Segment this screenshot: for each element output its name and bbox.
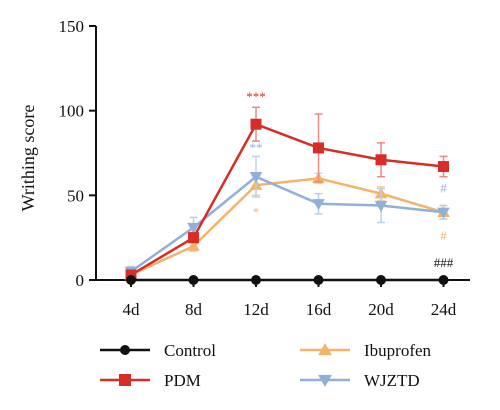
x-tick-label: 4d (123, 300, 141, 319)
data-point (312, 199, 325, 211)
series-wjztd (124, 155, 450, 278)
data-point (250, 118, 262, 130)
data-point (438, 275, 449, 285)
x-tick-label: 12d (243, 300, 269, 319)
y-tick-label: 100 (59, 102, 85, 121)
data-point (187, 222, 200, 234)
legend-marker (318, 343, 332, 356)
x-tick-label: 20d (368, 300, 394, 319)
legend: Control PDM Ibuprofen WJZTD (100, 341, 432, 390)
y-tick-label: 50 (67, 186, 84, 205)
legend-label: Ibuprofen (364, 341, 432, 360)
annotations: ******##### (246, 89, 454, 270)
data-point (187, 239, 200, 251)
significance-label: * (253, 204, 260, 219)
axes: 0 50 100 150 4d 8d 12d 16d 20d 24d (59, 17, 470, 319)
series-layer (124, 106, 450, 285)
series-line (130, 177, 444, 277)
legend-item-pdm: PDM (100, 371, 201, 390)
legend-label: WJZTD (364, 371, 420, 390)
data-point (188, 275, 199, 285)
data-point (437, 207, 450, 219)
significance-label: ### (434, 255, 454, 270)
x-tick-label: 8d (185, 300, 203, 319)
y-tick-label: 0 (76, 271, 85, 290)
data-point (125, 269, 137, 281)
data-point (188, 232, 199, 244)
data-point (313, 142, 324, 154)
significance-label: ** (250, 140, 263, 155)
legend-marker (119, 374, 131, 386)
series-pdm (125, 106, 449, 281)
data-point (126, 275, 136, 285)
legend-marker (120, 345, 130, 355)
significance-label: *** (246, 89, 266, 104)
data-point (376, 275, 386, 285)
legend-label: Control (164, 341, 216, 360)
data-point (249, 172, 263, 184)
data-point (438, 161, 449, 173)
legend-item-wjztd: WJZTD (300, 371, 420, 390)
data-point (374, 200, 388, 212)
significance-label: # (440, 181, 447, 196)
data-point (313, 275, 324, 285)
y-axis-title: Writhing score (18, 105, 38, 212)
y-tick-label: 150 (59, 17, 85, 36)
series-ibuprofen (124, 172, 450, 280)
legend-item-control: Control (100, 341, 216, 360)
series-line (130, 122, 444, 276)
legend-item-ibuprofen: Ibuprofen (300, 341, 432, 360)
series-control (126, 275, 449, 285)
legend-label: PDM (164, 371, 201, 390)
legend-marker (318, 374, 332, 387)
significance-label: # (440, 228, 447, 243)
data-point (251, 275, 261, 285)
series-line (130, 175, 444, 273)
x-tick-label: 24d (431, 300, 457, 319)
x-tick-label: 16d (306, 300, 332, 319)
data-point (375, 154, 387, 166)
